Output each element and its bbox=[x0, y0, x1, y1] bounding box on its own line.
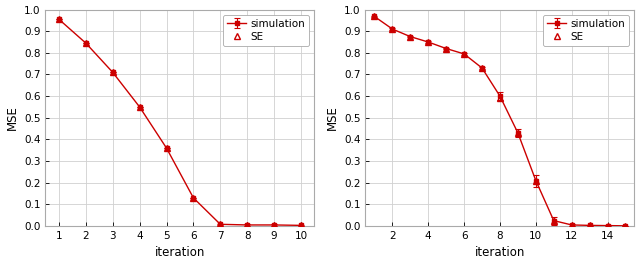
X-axis label: iteration: iteration bbox=[155, 246, 205, 259]
SE bbox=[406, 35, 414, 38]
SE bbox=[568, 223, 575, 227]
SE bbox=[621, 224, 629, 227]
SE bbox=[388, 28, 396, 31]
SE bbox=[496, 97, 504, 100]
SE bbox=[243, 223, 251, 227]
SE bbox=[478, 67, 486, 70]
SE bbox=[460, 52, 468, 56]
SE bbox=[586, 224, 593, 227]
SE bbox=[55, 18, 63, 21]
SE bbox=[136, 105, 143, 109]
SE bbox=[604, 224, 611, 227]
SE bbox=[216, 223, 224, 226]
SE bbox=[532, 179, 540, 182]
Legend: simulation, SE: simulation, SE bbox=[543, 15, 629, 46]
SE bbox=[270, 223, 278, 227]
SE bbox=[82, 42, 90, 45]
Y-axis label: MSE: MSE bbox=[326, 105, 339, 130]
SE bbox=[163, 147, 170, 150]
SE bbox=[189, 196, 197, 200]
SE bbox=[550, 219, 557, 222]
SE bbox=[424, 41, 432, 44]
SE bbox=[514, 131, 522, 135]
Line: SE: SE bbox=[371, 13, 629, 229]
Y-axis label: MSE: MSE bbox=[6, 105, 19, 130]
Legend: simulation, SE: simulation, SE bbox=[223, 15, 309, 46]
SE bbox=[297, 224, 305, 227]
SE bbox=[442, 47, 450, 50]
SE bbox=[371, 15, 378, 18]
SE bbox=[109, 71, 116, 74]
Line: SE: SE bbox=[56, 16, 305, 229]
X-axis label: iteration: iteration bbox=[475, 246, 525, 259]
